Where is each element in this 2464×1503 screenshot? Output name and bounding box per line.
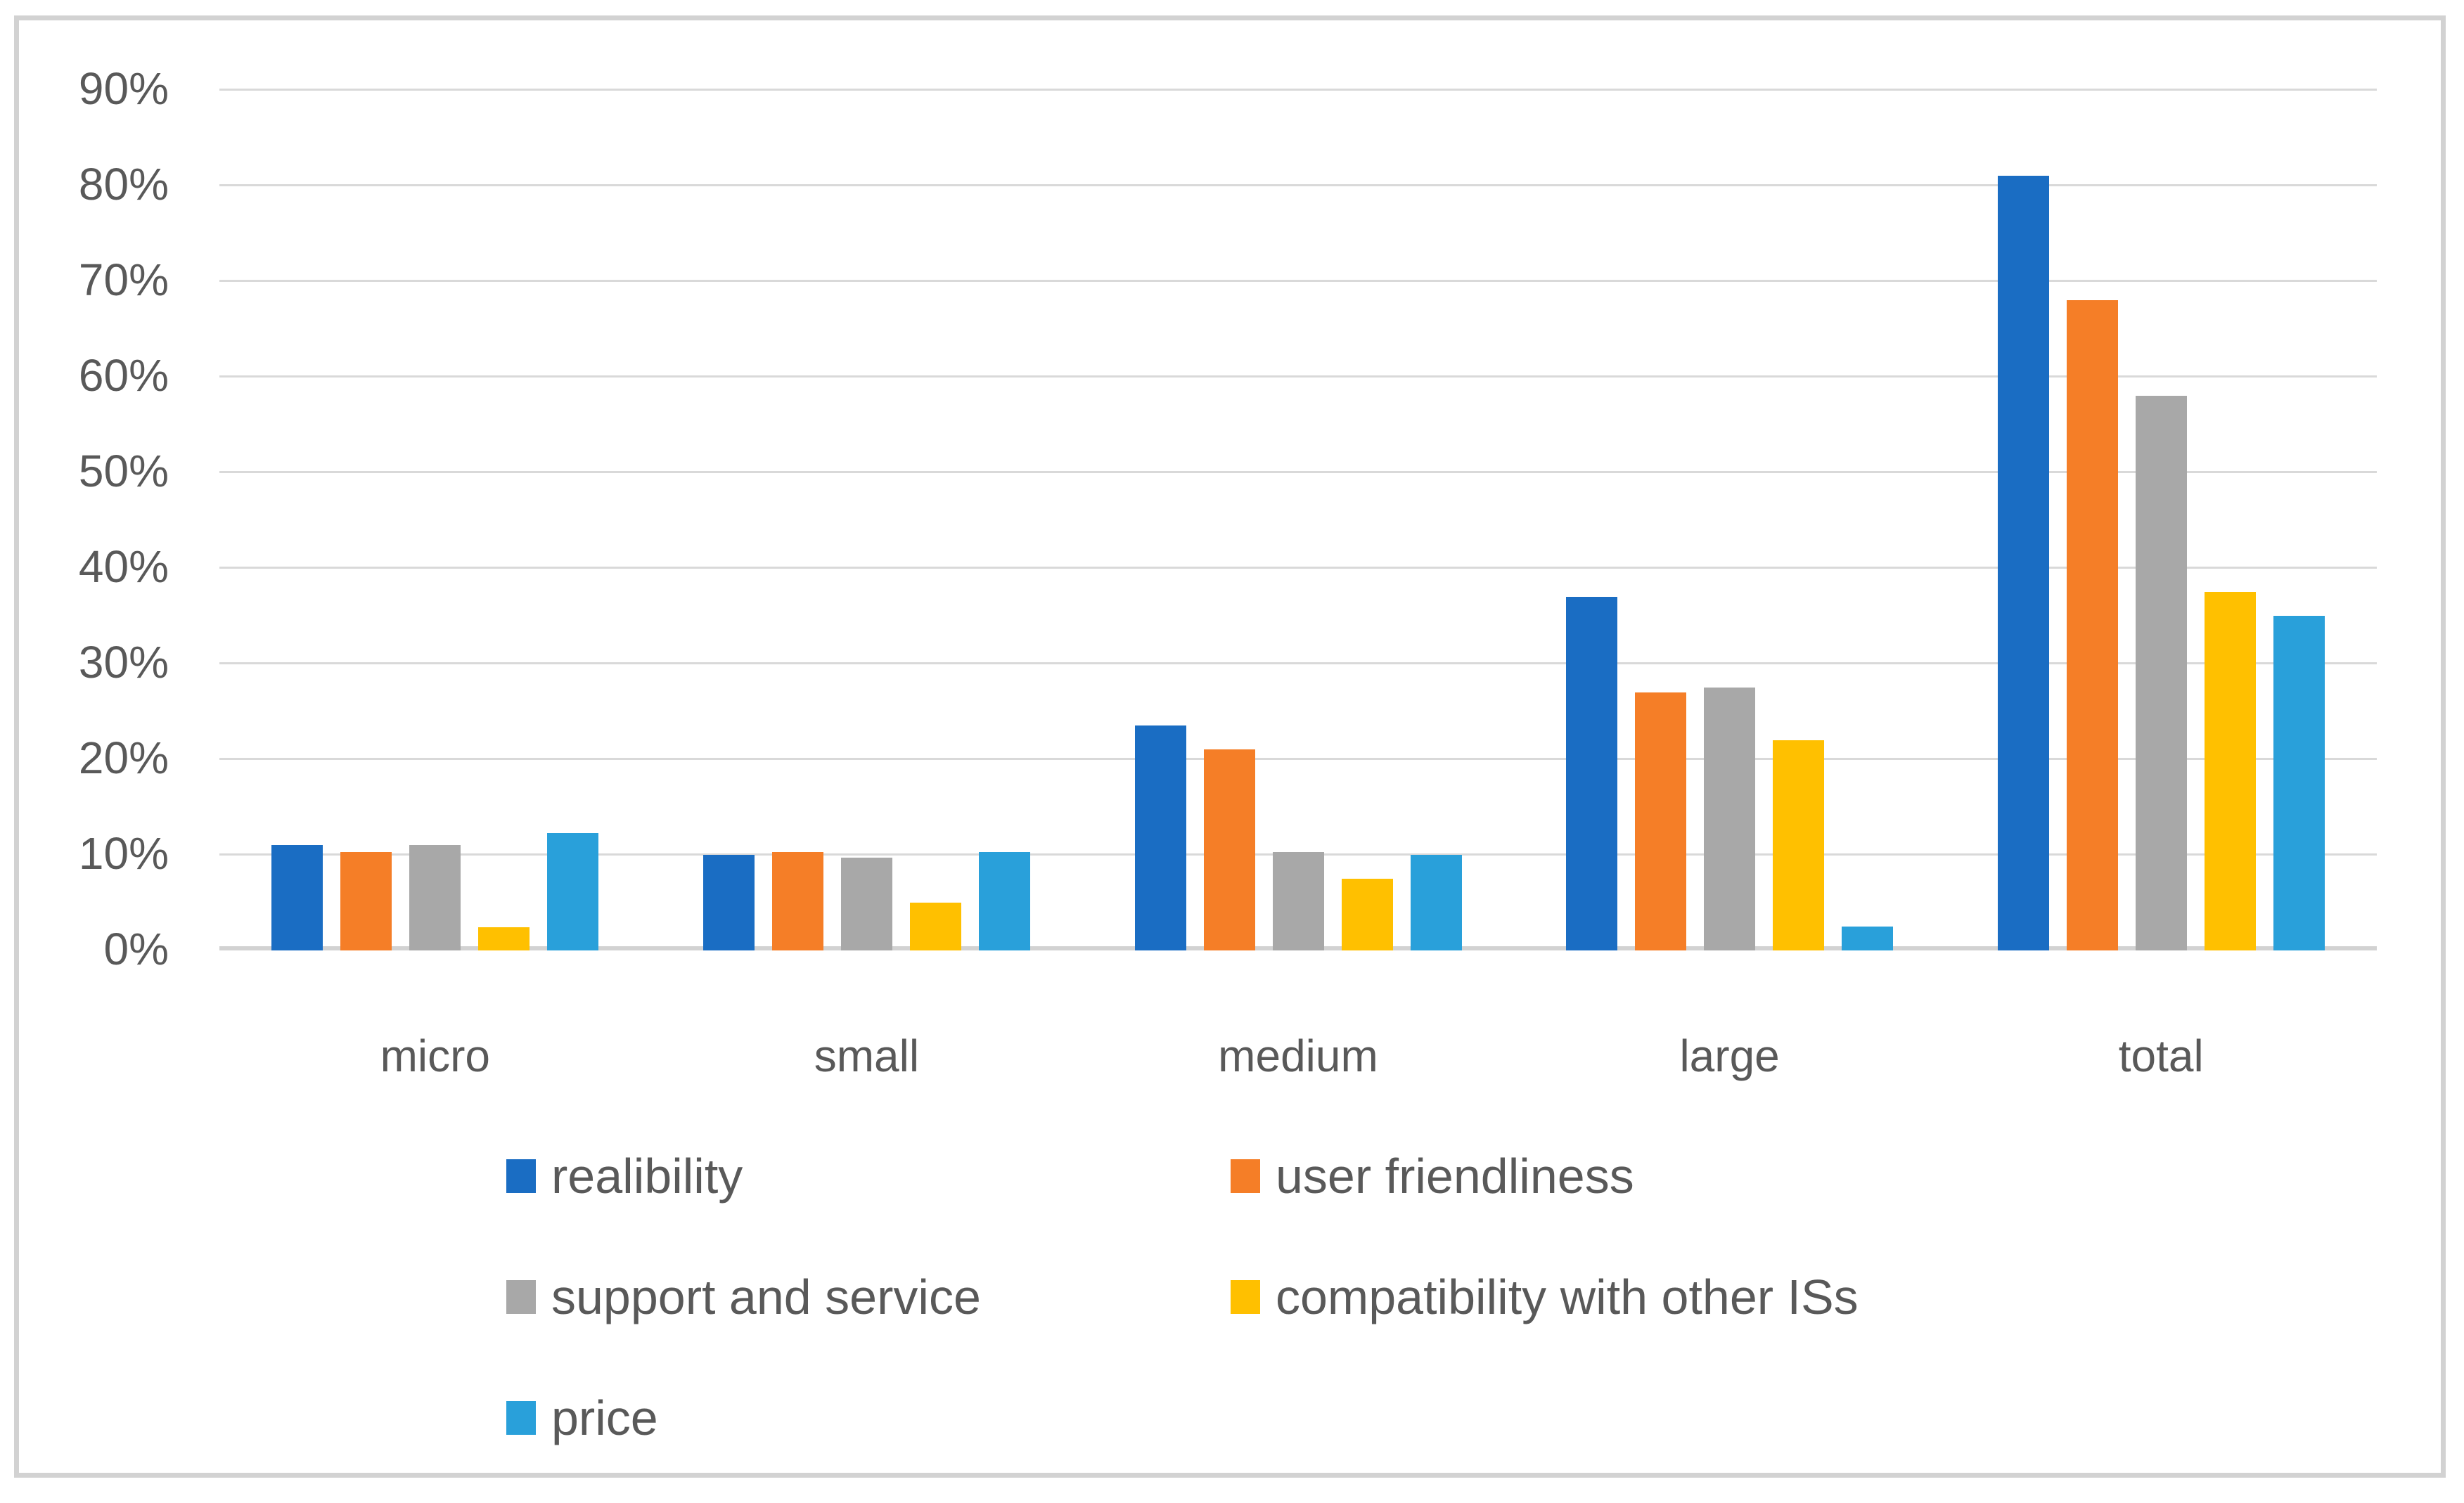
y-axis-label-60: 60% [78,350,169,401]
x-axis-label-medium: medium [1218,1031,1378,1081]
x-axis-label-large: large [1679,1031,1780,1081]
bar-price-micro [547,832,599,950]
gridline-60 [219,375,2377,378]
bar-realibility-micro [271,845,323,950]
bar-support-and-service-total [2135,396,2187,950]
y-axis-label-80: 80% [78,159,169,209]
bar-price-total [2273,616,2325,950]
bar-compatibility-with-other-ISs-large [1773,740,1825,950]
gridline-30 [219,662,2377,664]
y-axis-label-10: 10% [78,828,169,879]
gridline-20 [219,758,2377,760]
bar-price-large [1842,927,1894,950]
y-axis-label-40: 40% [78,541,169,592]
y-axis-label-0: 0% [103,924,169,974]
bar-user-friendliness-small [771,851,823,950]
bar-group-large [1566,596,1894,950]
bar-compatibility-with-other-ISs-total [2204,592,2256,950]
bar-realibility-small [702,855,755,950]
plot-area [219,89,2377,950]
gridline-40 [219,567,2377,569]
bar-compatibility-with-other-ISs-medium [1341,879,1393,950]
x-axis-label-micro: micro [380,1031,491,1081]
y-axis-label-20: 20% [78,733,169,783]
x-axis-label-total: total [2118,1031,2204,1081]
bar-support-and-service-medium [1272,851,1324,950]
y-axis-label-70: 70% [78,254,169,305]
bar-group-total [1997,176,2325,950]
x-axis-label-small: small [814,1031,920,1081]
bar-compatibility-with-other-ISs-micro [478,927,530,950]
bar-realibility-medium [1134,725,1186,950]
x-axis: micro small medium large total [219,1028,2377,1091]
bar-group-small [702,851,1030,950]
gridline-90 [219,89,2377,91]
y-axis-label-90: 90% [78,63,169,114]
gridline-50 [219,471,2377,473]
bar-group-micro [271,832,599,950]
bar-group-medium [1134,725,1462,950]
bar-price-medium [1410,855,1462,950]
y-axis-label-50: 50% [78,446,169,496]
y-axis-label-30: 30% [78,637,169,688]
bar-compatibility-with-other-ISs-small [909,903,961,950]
bar-realibility-large [1566,596,1618,950]
bar-user-friendliness-micro [340,851,392,950]
gridline-70 [219,280,2377,282]
bar-user-friendliness-large [1635,692,1687,950]
bar-realibility-total [1997,176,2049,950]
bar-user-friendliness-total [2066,300,2118,950]
bar-support-and-service-micro [409,845,461,950]
bar-user-friendliness-medium [1203,749,1255,950]
y-axis: 0% 10% 20% 30% 40% 50% 60% 70% 80% 90% [28,64,169,974]
bar-support-and-service-large [1704,688,1756,950]
gridline-80 [219,184,2377,186]
bar-support-and-service-small [840,858,892,950]
bar-price-small [978,851,1030,950]
